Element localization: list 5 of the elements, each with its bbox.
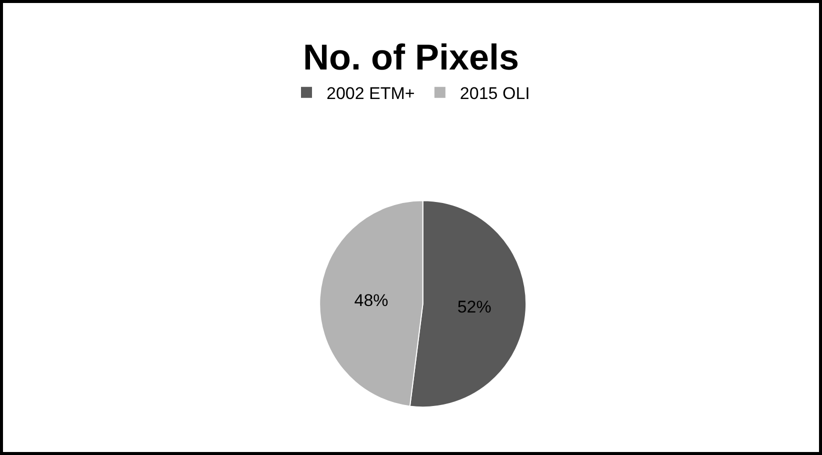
chart-title: No. of Pixels <box>302 36 520 78</box>
legend-label: 2002 ETM+ <box>326 84 415 103</box>
data-label: 52% <box>457 298 492 317</box>
data-label: 48% <box>354 291 388 310</box>
legend-label: 2015 OLI <box>460 84 530 103</box>
